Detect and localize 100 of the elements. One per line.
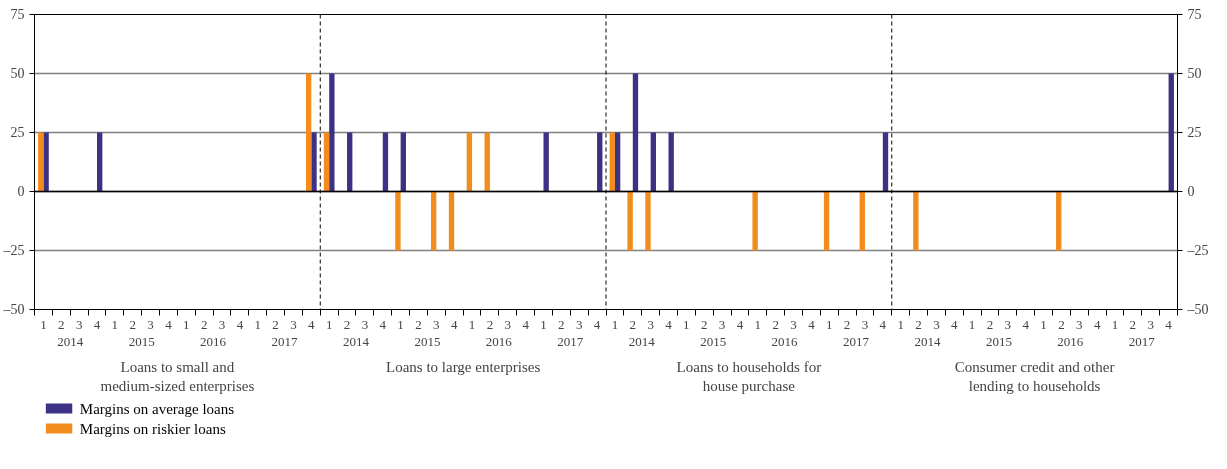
bar [1168, 73, 1174, 192]
x-tick-label: 3 [433, 316, 440, 332]
bar [859, 191, 865, 251]
x-tick-label: 1 [183, 316, 190, 332]
x-tick-label: 4 [165, 316, 173, 332]
y-tick-label: –25 [2, 243, 25, 258]
x-tick-label: 3 [147, 316, 154, 332]
text: 2014 [57, 333, 84, 349]
bar [823, 191, 830, 251]
bar [43, 132, 49, 192]
text: 2014 [628, 333, 656, 349]
bar [645, 191, 651, 251]
x-tick-label: 1 [254, 316, 261, 332]
legend-label: Margins on average loans [79, 400, 235, 417]
x-tick-label: 1 [683, 316, 690, 332]
bar [430, 191, 437, 251]
x-tick-label: 3 [933, 316, 940, 332]
x-tick-label: 1 [325, 316, 333, 332]
x-tick-label: 4 [450, 316, 458, 332]
x-tick-label: 4 [736, 316, 744, 332]
bar [752, 191, 758, 251]
x-tick-label: 4 [236, 316, 244, 332]
x-tick-label: 1 [397, 316, 404, 332]
x-tick-label: 3 [361, 316, 369, 332]
x-tick-label: 2 [343, 316, 351, 332]
x-tick-label: 1 [897, 316, 904, 332]
x-tick-label: 2 [700, 316, 708, 332]
bar [305, 73, 312, 192]
bar [38, 132, 44, 192]
x-tick-label: 4 [308, 316, 316, 332]
x-tick-label: 3 [1076, 316, 1083, 332]
bar [484, 132, 490, 192]
bar [614, 132, 621, 192]
x-tick-label: 1 [611, 316, 619, 332]
x-tick-label: 1 [40, 316, 47, 332]
x-tick-label: 4 [879, 316, 887, 332]
text: 2015 [985, 333, 1012, 349]
bar [311, 132, 317, 192]
x-tick-label: 4 [522, 316, 530, 332]
bar [97, 132, 103, 192]
x-tick-label: 2 [1058, 316, 1065, 332]
x-tick-label: 4 [951, 316, 959, 332]
x-tick-label: 4 [593, 316, 601, 332]
bar [650, 132, 657, 192]
text: 2017 [843, 333, 870, 349]
text: 2015 [128, 333, 155, 349]
text: 2014 [342, 333, 370, 349]
x-tick-label: 2 [58, 316, 65, 332]
x-tick-label: 1 [540, 316, 547, 332]
x-tick-label: 4 [1165, 316, 1173, 332]
text: 2014 [914, 333, 941, 349]
bar [627, 191, 633, 251]
x-tick-label: 3 [75, 316, 83, 332]
text: 2015 [700, 333, 727, 349]
x-tick-label: 1 [968, 316, 976, 332]
text: Loans to households for house purchase [676, 358, 822, 394]
x-tick-label: 1 [468, 316, 476, 332]
bar [597, 132, 603, 192]
x-tick-label: 4 [379, 316, 387, 332]
bar [448, 191, 455, 251]
bar [543, 132, 549, 192]
text: Consumer credit and other lending to households [954, 358, 1115, 394]
bar [329, 73, 335, 192]
x-tick-label: 3 [790, 316, 797, 332]
x-tick-label: 4 [1022, 316, 1030, 332]
x-tick-label: 2 [986, 316, 994, 332]
x-tick-label: 1 [1111, 316, 1119, 332]
legend-label: Margins on riskier loans [79, 420, 226, 437]
bar [347, 132, 353, 192]
x-tick-label: 1 [111, 316, 119, 332]
x-tick-label: 2 [200, 316, 208, 332]
text: 2017 [1128, 333, 1156, 349]
x-tick-label: 2 [629, 316, 637, 332]
bar [609, 132, 615, 192]
text: 2017 [557, 333, 584, 349]
text: 2016 [771, 333, 799, 349]
x-tick-label: 2 [915, 316, 922, 332]
x-tick-label: 2 [558, 316, 565, 332]
bar [395, 191, 401, 251]
x-tick-label: 4 [665, 316, 673, 332]
bar [882, 132, 889, 192]
x-tick-label: 3 [861, 316, 869, 332]
bar [1056, 191, 1062, 251]
y2-tick-label: 25 [1187, 125, 1202, 140]
x-tick-label: 4 [1093, 316, 1101, 332]
x-tick-label: 2 [772, 316, 779, 332]
x-tick-label: 4 [808, 316, 816, 332]
x-tick-label: 2 [272, 316, 279, 332]
bar [382, 132, 389, 192]
x-tick-label: 3 [718, 316, 726, 332]
y2-tick-label: –25 [1186, 243, 1209, 258]
x-tick-label: 3 [575, 316, 583, 332]
text: 2017 [271, 333, 299, 349]
x-tick-label: 2 [1129, 316, 1137, 332]
y-tick-label: 75 [10, 7, 25, 22]
bar [400, 132, 406, 192]
y2-tick-label: 75 [1187, 7, 1202, 22]
text: 2016 [1057, 333, 1084, 349]
y2-tick-label: –50 [1186, 302, 1209, 317]
x-tick-label: 3 [504, 316, 512, 332]
